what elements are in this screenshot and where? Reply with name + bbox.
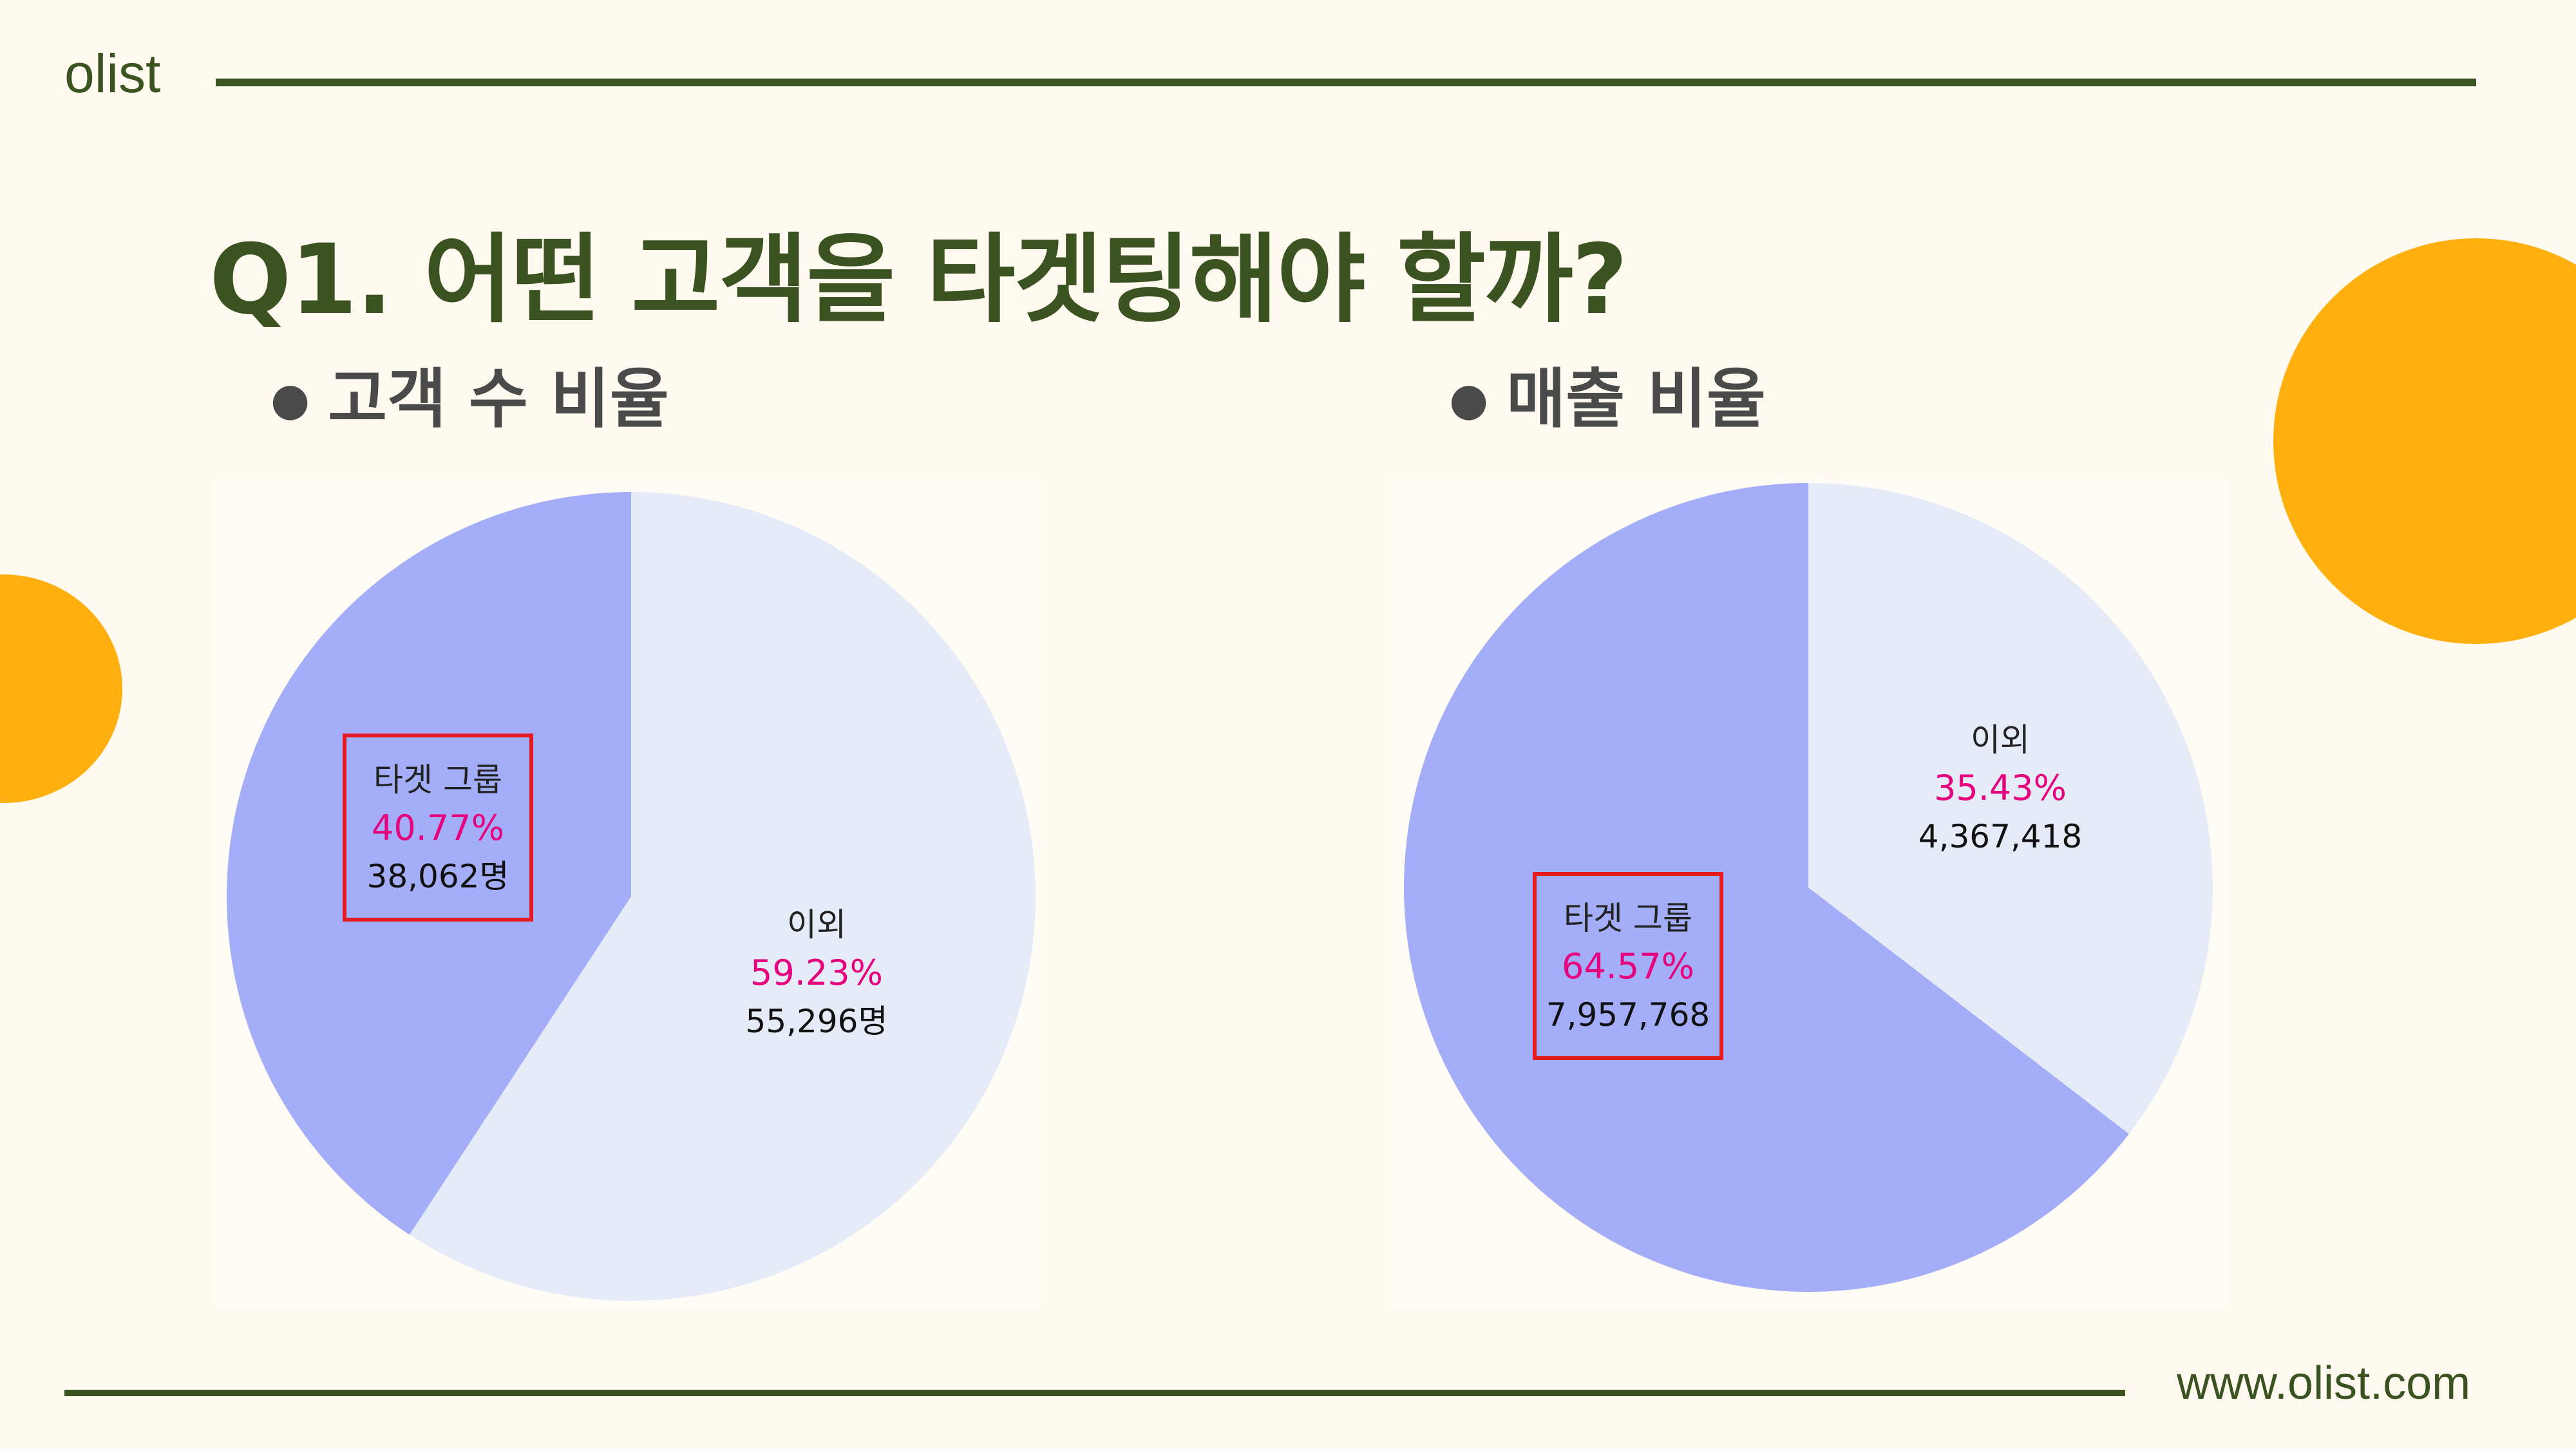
slide-title: Q1. 어떤 고객을 타겟팅해야 할까?	[209, 224, 1628, 336]
chart-title-revenue-label: 매출 비율	[1506, 361, 1766, 437]
header-divider	[216, 79, 2476, 86]
chart-title-revenue: ● 매출 비율	[1449, 367, 1766, 431]
pie-slice-target	[226, 492, 631, 1235]
slice-label-other: 이외	[1971, 721, 2030, 759]
bullet-icon: ●	[270, 373, 310, 426]
pie-chart-revenue: 타겟 그룹 64.57% 7,957,768 이외 35.43% 4,367,418	[1404, 483, 2213, 1292]
chart-title-customers: ● 고객 수 비율	[270, 367, 669, 431]
target-highlight-box	[1533, 872, 1723, 1060]
slice-value-target: 7,957,768	[1546, 996, 1710, 1034]
slice-label-target: 타겟 그룹	[374, 761, 502, 799]
slice-value-other: 55,296명	[746, 1003, 888, 1040]
target-highlight-box	[343, 734, 533, 922]
brand-logo-text: olist	[64, 43, 161, 104]
slice-percent-target: 64.57%	[1562, 946, 1694, 987]
slice-percent-target: 40.77%	[372, 808, 504, 848]
slice-label-other: 이외	[787, 906, 846, 943]
pie-slice-other	[409, 492, 1036, 1301]
pie-slice-target	[1404, 483, 2129, 1292]
chart-title-customers-label: 고객 수 비율	[328, 361, 669, 437]
bullet-icon: ●	[1449, 373, 1489, 426]
slice-percent-other: 35.43%	[1934, 768, 2067, 808]
slice-percent-other: 59.23%	[750, 952, 883, 993]
slice-value-target: 38,062명	[367, 858, 509, 895]
footer-url: www.olist.com	[2177, 1358, 2471, 1409]
slice-label-target: 타겟 그룹	[1564, 900, 1692, 937]
slice-value-other: 4,367,418	[1918, 818, 2082, 855]
pie-slice-other	[1808, 483, 2213, 1134]
footer-divider	[64, 1390, 2125, 1396]
